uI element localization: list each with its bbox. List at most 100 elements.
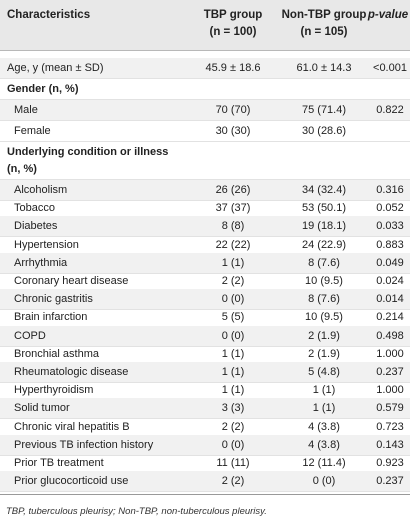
p-value: 0.049 — [376, 256, 404, 269]
p-value: 0.316 — [376, 184, 404, 196]
table-row: Diabetes 8 (8) 19 (18.1) 0.033 — [0, 216, 410, 238]
tbp-value: 26 (26) — [215, 184, 251, 196]
table-row: Age, y (mean ± SD) 45.9 ± 18.6 61.0 ± 14… — [0, 58, 410, 79]
row-label: Hyperthyroidism — [14, 384, 94, 397]
table-row: Rheumatologic disease 1 (1) 5 (4.8) 0.237 — [0, 362, 410, 383]
table-row: Solid tumor 3 (3) 1 (1) 0.579 — [0, 398, 410, 420]
p-value: 0.024 — [376, 275, 404, 287]
tbp-value: 37 (37) — [215, 202, 251, 215]
table-row: Previous TB infection history 0 (0) 4 (3.8… — [0, 434, 410, 456]
p-value: 0.237 — [376, 475, 404, 488]
non-tbp-value: 8 (7.6) — [308, 256, 340, 269]
p-value: 1.000 — [376, 347, 404, 360]
p-value: 0.052 — [376, 202, 404, 215]
tbp-value: 8 (8) — [221, 220, 245, 233]
table-row: Arrhythmia 1 (1) 8 (7.6) 0.049 — [0, 252, 410, 274]
row-label: Hypertension — [14, 238, 79, 251]
p-value: 0.579 — [376, 402, 404, 415]
row-label: Chronic viral hepatitis B — [14, 420, 130, 433]
row-label: Solid tumor — [14, 402, 70, 415]
row-label: Coronary heart disease — [14, 275, 129, 287]
table-row: Chronic gastritis 0 (0) 8 (7.6) 0.014 — [0, 289, 410, 311]
row-label: Chronic gastritis — [14, 293, 93, 306]
tbp-value: 5 (5) — [221, 311, 245, 324]
row-label: Bronchial asthma — [14, 347, 99, 360]
section-heading-line2: (n, %) — [7, 163, 37, 175]
p-value: 0.923 — [376, 457, 404, 469]
p-value: 0.498 — [376, 329, 404, 342]
header-tbp-n: (n = 100) — [209, 26, 257, 38]
p-value: 0.883 — [376, 238, 404, 251]
p-value: 1.000 — [376, 384, 404, 397]
table-row: Prior glucocorticoid use 2 (2) 0 (0) 0.237 — [0, 471, 410, 493]
table-bottom-rule — [0, 494, 410, 495]
tbp-value: 2 (2) — [221, 420, 245, 433]
table-row: Male 70 (70) 75 (71.4) 0.822 — [0, 100, 410, 121]
non-tbp-value: 4 (3.8) — [308, 420, 340, 433]
p-value: 0.237 — [376, 366, 404, 378]
row-label: Brain infarction — [14, 311, 88, 324]
non-tbp-value: 2 (1.9) — [308, 347, 340, 360]
non-tbp-value: 24 (22.9) — [301, 238, 347, 251]
p-value: 0.014 — [376, 293, 404, 306]
header-non-tbp-n: (n = 105) — [300, 26, 348, 38]
tbp-value: 30 (30) — [215, 125, 251, 137]
non-tbp-value: 8 (7.6) — [308, 293, 340, 306]
row-label: Previous TB infection history — [14, 438, 154, 451]
non-tbp-value: 12 (11.4) — [302, 457, 346, 469]
tbp-value: 3 (3) — [221, 402, 245, 415]
table-header: Characteristics TBP group (n = 100) Non-… — [0, 0, 410, 51]
non-tbp-value: 4 (3.8) — [308, 438, 340, 451]
table-row: Underlying condition or illness (n, %) — [0, 142, 410, 180]
tbp-value: 70 (70) — [215, 104, 251, 116]
row-label: Rheumatologic disease — [14, 366, 129, 378]
row-label: Tobacco — [14, 202, 55, 215]
non-tbp-value: 5 (4.8) — [308, 366, 340, 378]
non-tbp-value: 10 (9.5) — [305, 311, 343, 324]
row-label: Arrhythmia — [14, 256, 68, 269]
row-label: Diabetes — [14, 220, 58, 233]
section-heading-line1: Underlying condition or illness — [7, 146, 169, 158]
non-tbp-value: 75 (71.4) — [301, 104, 347, 116]
tbp-value: 11 (11) — [216, 457, 250, 469]
non-tbp-value: 1 (1) — [312, 384, 336, 397]
tbp-value: 0 (0) — [221, 438, 245, 451]
header-tbp-title: TBP group — [203, 9, 263, 21]
p-value: 0.033 — [376, 220, 404, 233]
p-value: 0.214 — [376, 311, 404, 324]
table-row: Gender (n, %) — [0, 79, 410, 100]
tbp-value: 22 (22) — [215, 238, 251, 251]
table-row: COPD 0 (0) 2 (1.9) 0.498 — [0, 325, 410, 347]
row-label: COPD — [14, 329, 46, 342]
tbp-value: 1 (1) — [221, 347, 245, 360]
table-footnote: TBP, tuberculous pleurisy; Non-TBP, non-… — [6, 506, 267, 517]
tbp-value: 1 (1) — [221, 384, 245, 397]
row-label: Prior glucocorticoid use — [14, 475, 129, 488]
non-tbp-value: 34 (32.4) — [301, 184, 347, 196]
non-tbp-value: 2 (1.9) — [308, 329, 340, 342]
non-tbp-value: 30 (28.6) — [301, 125, 347, 137]
row-label: Prior TB treatment — [14, 457, 104, 469]
header-characteristics: Characteristics — [7, 9, 91, 21]
table-row: Alcoholism 26 (26) 34 (32.4) 0.316 — [0, 180, 410, 201]
non-tbp-value: 10 (9.5) — [305, 275, 343, 287]
tbp-value: 45.9 ± 18.6 — [205, 62, 261, 74]
non-tbp-value: 61.0 ± 14.3 — [296, 62, 352, 74]
header-tbp-group: TBP group (n = 100) — [188, 7, 278, 41]
non-tbp-value: 53 (50.1) — [301, 202, 347, 215]
tbp-value: 2 (2) — [221, 475, 245, 488]
tbp-value: 2 (2) — [221, 275, 245, 287]
tbp-value: 1 (1) — [221, 256, 245, 269]
p-value: 0.723 — [376, 420, 404, 433]
section-heading-underlying-condition: Underlying condition or illness (n, %) — [7, 144, 168, 178]
tbp-value: 0 (0) — [221, 293, 245, 306]
row-label: Female — [14, 125, 51, 137]
table-row: Female 30 (30) 30 (28.6) — [0, 121, 410, 142]
row-label: Age, y (mean ± SD) — [7, 62, 104, 74]
non-tbp-value: 1 (1) — [312, 402, 336, 415]
table-row: Brain infarction 5 (5) 10 (9.5) 0.214 — [0, 307, 410, 329]
header-non-tbp-group: Non-TBP group (n = 105) — [278, 7, 370, 41]
tbp-value: 1 (1) — [221, 366, 245, 378]
p-value: <0.001 — [373, 62, 407, 74]
